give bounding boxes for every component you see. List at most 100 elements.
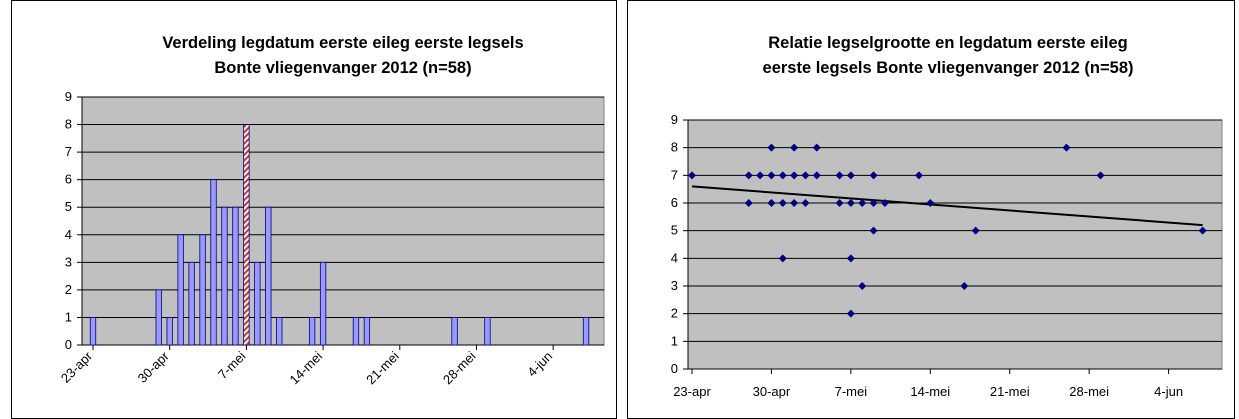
data-point — [812, 171, 821, 180]
x-tick-label: 7-mei — [215, 348, 249, 382]
y-tick-label: 4 — [65, 227, 72, 242]
bar-chart-panel: Verdeling legdatum eerste eileg eerste l… — [11, 0, 617, 419]
x-tick-label: 28-mei — [440, 348, 479, 387]
data-point — [1062, 143, 1071, 152]
chart-title-line: Verdeling legdatum eerste eileg eerste l… — [162, 34, 523, 52]
data-point — [869, 199, 878, 207]
data-point — [801, 199, 810, 207]
bar — [155, 289, 162, 346]
data-point — [846, 254, 855, 263]
data-point — [812, 143, 821, 152]
bar — [582, 317, 590, 346]
plot-area — [687, 119, 1223, 370]
bar — [199, 234, 206, 346]
y-tick-label: 3 — [65, 254, 72, 269]
y-tick-label: 1 — [671, 333, 678, 348]
scatter-chart-panel: Relatie legselgrootte en legdatum eerste… — [627, 0, 1235, 419]
y-tick-label: 1 — [65, 309, 72, 324]
bar — [265, 206, 272, 346]
x-tick-label: 30-apr — [135, 348, 173, 386]
bar — [319, 261, 327, 346]
bar — [232, 206, 239, 346]
data-point — [790, 143, 799, 152]
bar-chart: Verdeling legdatum eerste eileg eerste l… — [58, 34, 605, 387]
y-tick-label: 9 — [671, 112, 678, 127]
bar — [177, 234, 184, 346]
data-point — [756, 171, 765, 180]
bar — [210, 179, 217, 346]
y-tick-label: 9 — [65, 89, 72, 104]
x-tick-label: 14-mei — [286, 348, 325, 387]
data-point — [858, 282, 867, 290]
bar — [276, 317, 283, 346]
data-point — [778, 254, 787, 263]
data-point — [790, 171, 799, 180]
bar — [451, 317, 458, 346]
bar — [188, 261, 195, 346]
data-point — [744, 199, 753, 207]
bar — [89, 317, 97, 346]
data-point — [790, 199, 799, 207]
y-tick-label: 7 — [671, 167, 678, 182]
data-point — [846, 309, 855, 318]
data-point — [869, 226, 878, 235]
x-tick-label: 30-apr — [753, 384, 791, 399]
plot-area — [81, 96, 605, 346]
bar-highlight — [243, 124, 250, 346]
bar — [363, 317, 371, 346]
y-tick-label: 0 — [671, 361, 678, 376]
data-point — [778, 199, 787, 207]
scatter-chart: Relatie legselgrootte en legdatum eerste… — [671, 34, 1223, 399]
chart-title-line: Bonte vliegenvanger 2012 (n=58) — [214, 59, 471, 77]
y-tick-label: 2 — [65, 282, 72, 297]
data-point — [971, 226, 980, 235]
data-point — [835, 171, 844, 180]
x-tick-label: 7-mei — [835, 384, 868, 399]
data-point — [801, 171, 810, 180]
data-point — [880, 199, 889, 207]
x-tick-label: 21-mei — [990, 384, 1030, 399]
x-tick-label: 14-mei — [910, 384, 950, 399]
data-point — [688, 171, 696, 180]
data-point — [778, 171, 787, 180]
data-point — [846, 199, 855, 207]
x-tick-label: 23-apr — [673, 384, 711, 399]
x-tick-label: 28-mei — [1069, 384, 1109, 399]
data-point — [744, 171, 753, 180]
data-point — [960, 282, 969, 290]
bar — [308, 317, 316, 346]
bar — [221, 206, 228, 346]
data-point — [858, 199, 867, 207]
x-tick-label: 4-jun — [1154, 384, 1183, 399]
chart-title-line: Relatie legselgrootte en legdatum eerste… — [768, 34, 1127, 52]
data-point — [846, 171, 855, 180]
y-tick-label: 3 — [671, 278, 678, 293]
y-tick-label: 0 — [65, 337, 72, 352]
data-point — [1198, 226, 1207, 235]
y-tick-label: 8 — [65, 117, 72, 132]
data-point — [767, 143, 776, 152]
data-point — [914, 171, 923, 180]
y-tick-label: 2 — [671, 306, 678, 321]
y-tick-label: 4 — [671, 250, 678, 265]
x-tick-label: 23-apr — [58, 348, 96, 386]
data-point — [869, 171, 878, 180]
bar — [254, 261, 261, 346]
y-tick-label: 6 — [671, 195, 678, 210]
y-tick-label: 8 — [671, 140, 678, 155]
y-tick-label: 5 — [671, 223, 678, 238]
x-tick-label: 21-mei — [363, 348, 402, 387]
trendline — [691, 185, 1203, 227]
data-point — [767, 199, 776, 207]
data-point — [835, 199, 844, 207]
bar — [352, 317, 360, 346]
bar — [166, 317, 173, 346]
bar — [484, 317, 491, 346]
y-tick-label: 7 — [65, 144, 72, 159]
data-point — [926, 199, 935, 207]
data-point — [767, 171, 776, 180]
y-tick-label: 6 — [65, 172, 72, 187]
data-point — [1096, 171, 1105, 180]
y-tick-label: 5 — [65, 199, 72, 214]
chart-title-line: eerste legsels Bonte vliegenvanger 2012 … — [763, 59, 1134, 77]
